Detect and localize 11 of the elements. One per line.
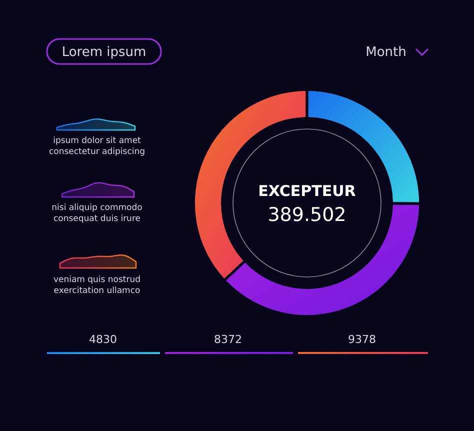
text: EXCEPTEUR: [258, 182, 356, 200]
text: nisi aliquip commodo consequat duis irure: [52, 203, 142, 224]
text: ipsum dolor sit amet consectetur adipiscing: [48, 136, 146, 158]
text: 389.502: [268, 204, 346, 226]
text: 4830: [89, 333, 117, 346]
text: Lorem ipsum: [62, 45, 146, 60]
text: Month: [366, 45, 406, 60]
text: 9378: [348, 333, 376, 346]
donut-slice: [226, 204, 419, 315]
text: 8372: [214, 333, 242, 346]
text: veniam quis nostrud exercitation ullamco: [53, 275, 141, 296]
